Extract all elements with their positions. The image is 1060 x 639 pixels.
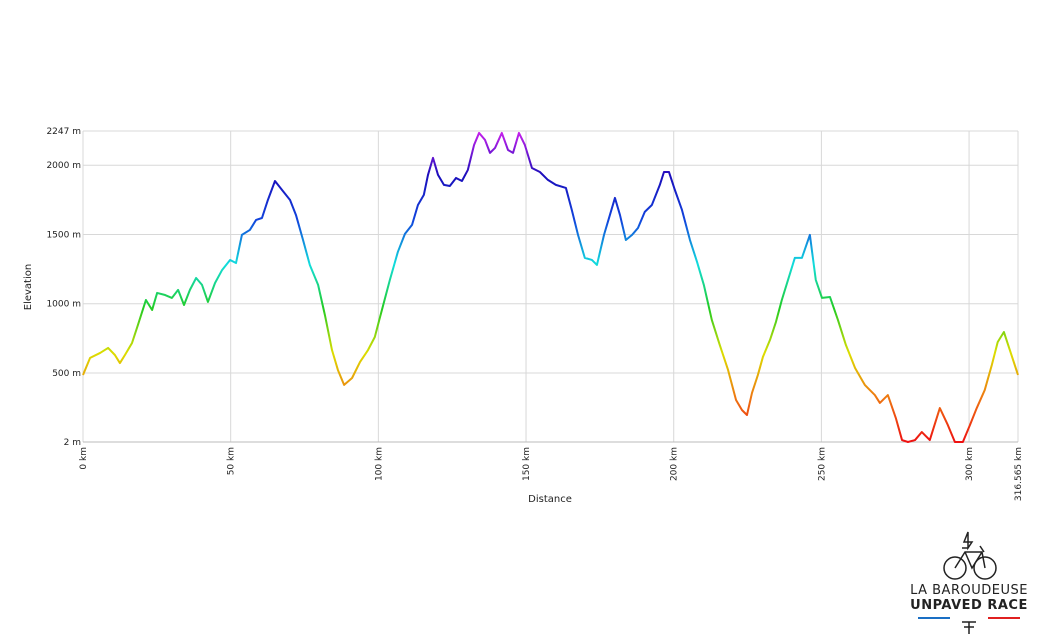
x-tick-label: 50 km <box>227 447 237 475</box>
x-tick-label: 316.565 km <box>1014 447 1024 501</box>
x-tick-label: 200 km <box>670 447 680 481</box>
logo-line2: UNPAVED RACE <box>910 598 1028 613</box>
y-tick-label: 500 m <box>52 369 81 379</box>
y-tick-label: 2000 m <box>46 161 81 171</box>
x-tick-label: 250 km <box>817 447 827 481</box>
x-tick-label: 0 km <box>79 447 89 470</box>
y-axis-title: Elevation <box>23 264 34 310</box>
elevation-line <box>82 131 1019 443</box>
logo <box>918 531 1020 634</box>
x-tick-label: 150 km <box>522 447 532 481</box>
y-tick-label: 2 m <box>64 438 81 448</box>
y-tick-label: 1500 m <box>46 230 81 240</box>
x-axis-title: Distance <box>528 494 572 505</box>
logo-line1: LA BAROUDEUSE <box>910 583 1028 598</box>
y-tick-label: 1000 m <box>46 300 81 310</box>
x-tick-label: 300 km <box>965 447 975 481</box>
x-tick-label: 100 km <box>374 447 384 481</box>
y-tick-label: 2247 m <box>46 127 81 137</box>
